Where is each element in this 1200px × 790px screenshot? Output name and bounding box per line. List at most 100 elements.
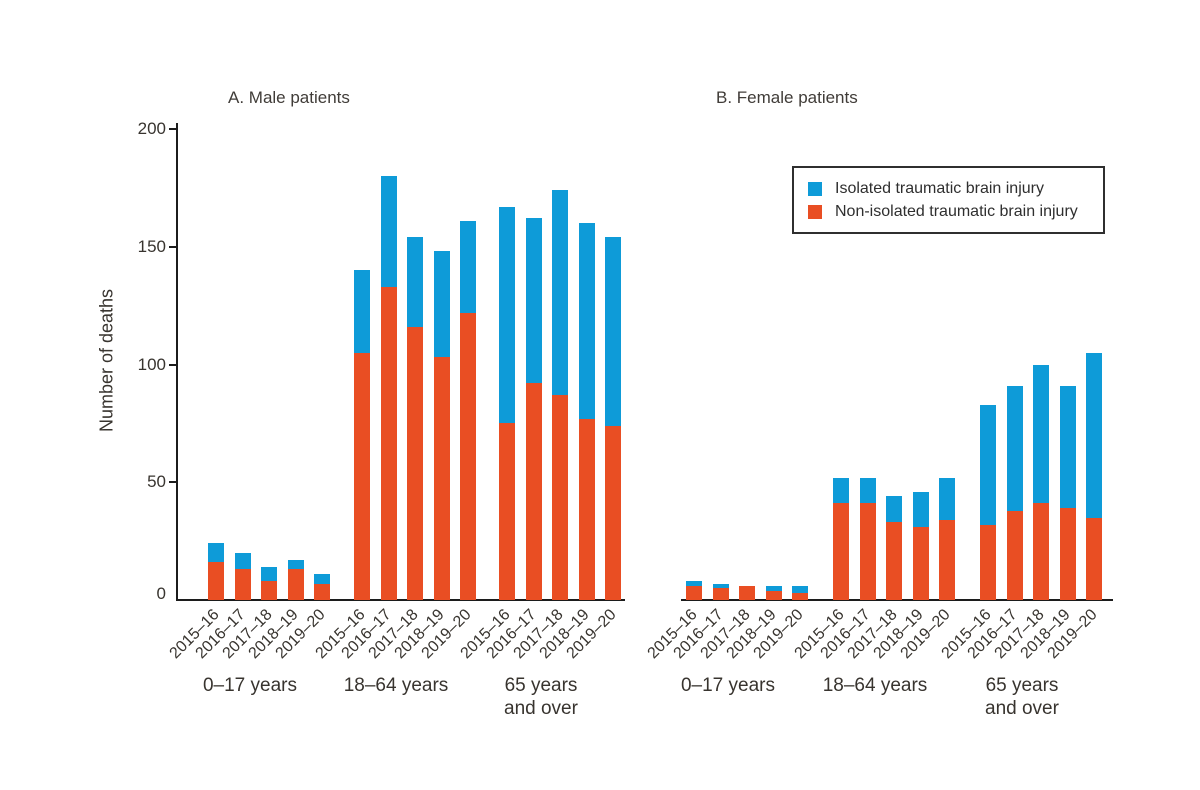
y-axis-line xyxy=(176,123,178,601)
year-tick-label-text: 2015–16 xyxy=(644,606,701,663)
bar-segment-isolated xyxy=(792,585,808,593)
year-tick-label: 2015–16 xyxy=(174,603,368,662)
bar-segment-isolated xyxy=(380,176,397,287)
bar-segment-non-isolated xyxy=(1006,510,1023,600)
year-tick-label: 2017–18 xyxy=(706,603,900,662)
y-tick xyxy=(169,246,178,248)
y-tick xyxy=(169,481,178,483)
year-tick-label-text: 2019–20 xyxy=(750,606,807,663)
year-tick-label-text: 2018–19 xyxy=(245,606,302,663)
year-tick-label: 2015–16 xyxy=(319,603,513,662)
bar-segment-isolated xyxy=(1033,364,1049,504)
bar-segment-non-isolated xyxy=(739,585,755,600)
bar-segment-isolated xyxy=(234,552,251,570)
year-tick-label-text: 2017–18 xyxy=(219,606,276,663)
bar-segment-isolated xyxy=(712,583,729,589)
bar-segment-non-isolated xyxy=(208,562,224,600)
year-tick-label-text: 2019–20 xyxy=(418,606,475,663)
year-tick-label: 2017–18 xyxy=(81,603,275,662)
bar-segment-non-isolated xyxy=(939,519,955,600)
age-group-label: 65 years and over xyxy=(937,674,1107,720)
panel-b-title: B. Female patients xyxy=(716,88,858,107)
legend-row-isolated: Isolated traumatic brain injury xyxy=(808,180,1103,198)
bar-segment-isolated xyxy=(578,223,595,419)
year-tick-label: 2015–16 xyxy=(653,603,847,662)
bar-segment-non-isolated xyxy=(833,503,849,600)
bar-segment-non-isolated xyxy=(886,522,902,600)
bar-segment-isolated xyxy=(833,477,849,504)
year-tick-label: 2019–20 xyxy=(134,603,328,662)
year-tick-label-text: 2018–19 xyxy=(723,606,780,663)
year-tick-label-text: 2015–16 xyxy=(312,606,369,663)
bar-segment-isolated xyxy=(407,237,423,327)
bar-segment-isolated xyxy=(980,404,996,525)
bar-segment-isolated xyxy=(912,491,929,527)
age-group-label-line: 65 years xyxy=(985,675,1059,696)
year-tick-label: 2018–19 xyxy=(586,603,780,662)
y-tick xyxy=(169,128,178,130)
bar-segment-non-isolated xyxy=(1059,508,1076,600)
age-group-label: 18–64 years xyxy=(790,674,960,697)
year-tick-label: 2015–16 xyxy=(800,603,994,662)
year-tick-label-text: 2016–17 xyxy=(964,606,1021,663)
bar-segment-non-isolated xyxy=(859,503,876,600)
age-group-label: 0–17 years xyxy=(643,674,813,697)
bar-segment-isolated xyxy=(1059,385,1076,509)
bar-segment-non-isolated xyxy=(686,585,702,600)
bar-segment-non-isolated xyxy=(552,395,568,600)
year-tick-label: 2018–19 xyxy=(108,603,302,662)
bar-segment-isolated xyxy=(314,574,330,584)
age-group-label: 0–17 years xyxy=(165,674,335,697)
isolated-color-swatch xyxy=(808,181,822,196)
year-tick-label-text: 2017–18 xyxy=(510,606,567,663)
bar-segment-non-isolated xyxy=(912,526,929,600)
x-baseline xyxy=(681,599,1113,601)
bar-segment-non-isolated xyxy=(380,286,397,600)
year-tick-label: 2017–18 xyxy=(559,603,753,662)
y-tick xyxy=(169,364,178,366)
bar-segment-non-isolated xyxy=(314,583,330,600)
y-tick-label: 100 xyxy=(137,355,166,374)
bar-segment-isolated xyxy=(433,251,450,358)
year-tick-label-text: 2017–18 xyxy=(991,606,1048,663)
legend-row-non-isolated: Non-isolated traumatic brain injury xyxy=(808,203,1103,221)
year-tick-label: 2019–20 xyxy=(612,603,806,662)
age-group-label-line: and over xyxy=(985,698,1059,719)
age-group-label-line: 0–17 years xyxy=(680,675,775,696)
year-tick-label-text: 2017–18 xyxy=(365,606,422,663)
year-tick-label: 2019–20 xyxy=(906,603,1100,662)
legend-label-non-isolated: Non-isolated traumatic brain injury xyxy=(835,202,1078,220)
bar-segment-isolated xyxy=(765,585,782,591)
year-tick-label: 2015–16 xyxy=(28,603,222,662)
year-tick-label: 2018–19 xyxy=(880,603,1074,662)
bar-segment-isolated xyxy=(1006,385,1023,511)
year-tick-label: 2016–17 xyxy=(827,603,1021,662)
age-group-label-line: 0–17 years xyxy=(202,675,297,696)
panel-a-title: A. Male patients xyxy=(228,88,350,107)
year-tick-label-text: 2016–17 xyxy=(192,606,249,663)
bar-segment-isolated xyxy=(886,496,902,523)
year-tick-label: 2019–20 xyxy=(280,603,474,662)
age-group-label-line: 18–64 years xyxy=(822,675,928,696)
bar-segment-non-isolated xyxy=(578,418,595,600)
year-tick-label: 2017–18 xyxy=(853,603,1047,662)
bar-segment-non-isolated xyxy=(525,383,542,600)
year-tick-label-text: 2019–20 xyxy=(897,606,954,663)
bar-segment-isolated xyxy=(525,218,542,384)
bar-segment-non-isolated xyxy=(287,569,304,600)
bar-segment-non-isolated xyxy=(460,312,476,600)
age-group-label-line: 18–64 years xyxy=(343,675,449,696)
year-tick-label-text: 2016–17 xyxy=(817,606,874,663)
year-tick-label-text: 2017–18 xyxy=(844,606,901,663)
bar-segment-non-isolated xyxy=(765,590,782,600)
year-tick-label-text: 2019–20 xyxy=(1044,606,1101,663)
legend-box: Isolated traumatic brain injury Non-isol… xyxy=(792,166,1105,234)
bar-segment-non-isolated xyxy=(354,352,370,600)
bar-segment-isolated xyxy=(552,190,568,396)
bar-segment-non-isolated xyxy=(980,524,996,600)
bar-segment-non-isolated xyxy=(234,569,251,600)
year-tick-label-text: 2016–17 xyxy=(483,606,540,663)
year-tick-label-text: 2016–17 xyxy=(670,606,727,663)
x-baseline xyxy=(176,599,625,601)
non-isolated-color-swatch xyxy=(808,204,822,219)
